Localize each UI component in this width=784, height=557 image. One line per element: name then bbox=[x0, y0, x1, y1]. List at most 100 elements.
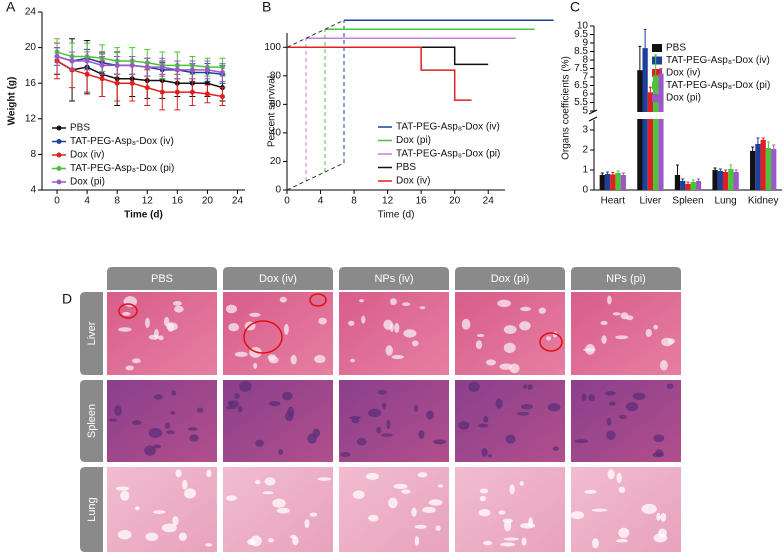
tissue-texture bbox=[618, 527, 630, 539]
tissue-texture bbox=[391, 354, 404, 360]
tissue-texture bbox=[145, 532, 159, 542]
tissue-texture bbox=[312, 428, 321, 438]
tissue-texture bbox=[422, 506, 436, 514]
data-point bbox=[69, 58, 75, 64]
y-tick-label: 12 bbox=[25, 113, 37, 124]
tissue-texture bbox=[615, 335, 629, 340]
series-line bbox=[56, 60, 223, 98]
x-tick-label: Heart bbox=[601, 196, 626, 207]
legend-label: PBS bbox=[396, 162, 416, 173]
bar bbox=[771, 149, 777, 190]
tissue-texture bbox=[519, 481, 524, 486]
tissue-texture bbox=[607, 295, 612, 305]
tissue-texture bbox=[601, 335, 607, 344]
y-tick-label: 5.5 bbox=[574, 97, 588, 108]
tissue-texture bbox=[495, 398, 503, 409]
tissue-texture bbox=[527, 384, 533, 390]
tissue-texture bbox=[123, 296, 137, 307]
tissue-texture bbox=[361, 315, 366, 324]
histology-image bbox=[107, 380, 217, 462]
tissue-texture bbox=[189, 434, 199, 442]
error-bar bbox=[648, 86, 652, 93]
y-tick-label: 0 bbox=[275, 185, 281, 196]
tissue-texture bbox=[607, 469, 615, 480]
tissue-texture bbox=[268, 356, 279, 364]
legend-swatch bbox=[652, 56, 662, 65]
tissue-texture bbox=[125, 365, 134, 371]
x-tick-label: 4 bbox=[318, 196, 324, 207]
tissue-texture bbox=[255, 439, 264, 447]
tissue-texture bbox=[148, 334, 160, 340]
x-tick-label: 16 bbox=[416, 196, 428, 207]
x-tick-label: Liver bbox=[640, 196, 662, 207]
histology-image bbox=[339, 292, 449, 375]
column-label: Dox (pi) bbox=[491, 273, 530, 285]
bar bbox=[658, 73, 664, 190]
error-bar bbox=[756, 137, 760, 144]
y-tick-label: 16 bbox=[25, 78, 37, 89]
survival-curve bbox=[287, 46, 489, 66]
tissue-texture bbox=[352, 490, 365, 500]
tissue-texture bbox=[131, 420, 142, 425]
tissue-texture bbox=[381, 402, 386, 410]
tissue-texture bbox=[172, 300, 182, 306]
data-point bbox=[129, 80, 135, 86]
tissue-texture bbox=[612, 312, 621, 316]
tissue-texture bbox=[368, 514, 379, 522]
tissue-texture bbox=[482, 540, 493, 546]
bar bbox=[750, 151, 756, 190]
tissue-texture bbox=[317, 477, 332, 481]
tissue-texture bbox=[114, 405, 122, 417]
tissue-texture bbox=[570, 511, 585, 520]
bar bbox=[685, 184, 691, 190]
tissue-texture bbox=[478, 423, 489, 428]
tissue-texture bbox=[485, 359, 496, 366]
bar bbox=[610, 174, 616, 190]
tissue-texture bbox=[609, 401, 616, 406]
tissue-texture bbox=[239, 380, 252, 392]
y-tick-label: 10 bbox=[577, 21, 589, 32]
error-bar bbox=[713, 167, 717, 170]
y-axis-label: Organs coefficients (%) bbox=[561, 56, 572, 160]
y-tick-label: 6.5 bbox=[574, 80, 588, 91]
tissue-texture bbox=[625, 315, 634, 321]
tissue-texture bbox=[161, 523, 177, 533]
tissue-texture bbox=[478, 509, 491, 517]
tissue-texture bbox=[390, 298, 397, 306]
tissue-texture bbox=[591, 508, 608, 512]
tissue-texture bbox=[318, 317, 327, 325]
tissue-texture bbox=[653, 533, 668, 543]
bar bbox=[620, 175, 626, 190]
tissue-texture bbox=[481, 448, 488, 457]
tissue-texture bbox=[655, 449, 664, 457]
tissue-texture bbox=[206, 469, 212, 478]
column-header bbox=[223, 267, 333, 290]
tissue-texture bbox=[340, 451, 351, 457]
tissue-texture bbox=[234, 393, 240, 399]
tissue-texture bbox=[520, 522, 536, 529]
tissue-texture bbox=[604, 391, 616, 396]
panel-label: B bbox=[262, 0, 271, 15]
error-bar bbox=[616, 170, 620, 173]
tissue-texture bbox=[120, 490, 130, 501]
y-tick-label: 3 bbox=[582, 125, 588, 136]
tissue-texture bbox=[234, 351, 248, 357]
x-tick-label: 0 bbox=[54, 196, 60, 207]
tissue-texture bbox=[503, 537, 520, 541]
highlight-circle bbox=[118, 303, 138, 319]
tissue-texture bbox=[178, 532, 188, 541]
depth-diagonal bbox=[286, 162, 345, 191]
error-bar bbox=[659, 68, 663, 74]
x-tick-label: 24 bbox=[483, 196, 495, 207]
tissue-texture bbox=[413, 404, 419, 412]
y-tick-label: 8 bbox=[30, 149, 36, 160]
tissue-texture bbox=[394, 322, 400, 334]
column-header bbox=[339, 267, 449, 290]
legend-label: PBS bbox=[666, 43, 686, 54]
y-tick-label: 8 bbox=[582, 55, 588, 66]
bar bbox=[599, 175, 605, 190]
x-tick-label: 12 bbox=[382, 196, 394, 207]
histology-image bbox=[571, 380, 681, 462]
tissue-texture bbox=[164, 422, 171, 429]
tissue-texture bbox=[153, 510, 166, 514]
